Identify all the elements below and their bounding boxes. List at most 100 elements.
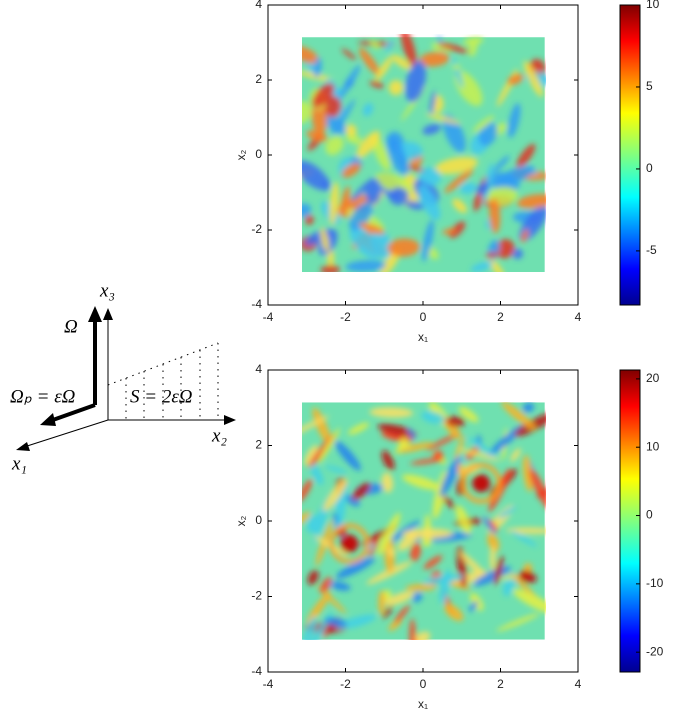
- field-blob: [302, 415, 330, 439]
- field-blob: [366, 561, 412, 585]
- field-blob: [374, 56, 393, 82]
- field-blob: [369, 80, 385, 89]
- field-blob: [424, 532, 473, 543]
- field-blob: [419, 167, 441, 186]
- shear-profile: [107, 342, 219, 420]
- field-blob: [455, 505, 472, 535]
- field-blob: [384, 591, 415, 606]
- field-blob: [487, 533, 500, 552]
- x-tick-label: 2: [497, 677, 504, 691]
- colorbar: [619, 369, 641, 673]
- field-blob: [518, 570, 537, 584]
- field-blob: [330, 581, 351, 591]
- field-blob: [324, 114, 346, 135]
- field-blob: [317, 586, 347, 614]
- field-blob: [517, 194, 546, 209]
- field-blob: [313, 57, 322, 78]
- field-blob: [496, 165, 535, 186]
- field-blob: [382, 605, 393, 619]
- field-blob: [325, 617, 347, 627]
- label-x3: x₃: [99, 280, 115, 301]
- field-blob: [485, 252, 499, 258]
- field: [302, 34, 546, 272]
- field-blob: [325, 465, 348, 474]
- field-blob: [495, 239, 515, 259]
- field-blob: [510, 448, 521, 462]
- field-blob: [523, 563, 533, 573]
- field-blob: [433, 450, 444, 462]
- colorbar-tick-label: -20: [646, 644, 664, 658]
- field-blob: [302, 101, 312, 124]
- field-blob: [310, 462, 324, 486]
- field-blob: [306, 130, 328, 142]
- field-blob: [320, 577, 332, 594]
- field-blob: [407, 428, 416, 440]
- field-blob: [459, 551, 491, 582]
- field-blob: [320, 227, 330, 253]
- y-tick-label: -2: [251, 222, 262, 236]
- field-blob: [387, 547, 396, 557]
- colorbar-tick-label: -5: [646, 243, 657, 257]
- field-blob: [459, 182, 477, 194]
- field-blob: [388, 187, 409, 206]
- field-blob: [507, 103, 521, 139]
- x-axis-label: x₁: [418, 697, 428, 711]
- arrow-head: [88, 306, 102, 322]
- colorbar-tick-label: 20: [646, 371, 660, 385]
- axis-x1: [23, 419, 109, 448]
- field-blob: [529, 468, 546, 510]
- y-tick-label: 4: [255, 0, 262, 11]
- x-tick-label: -4: [263, 310, 274, 324]
- field-blob: [302, 46, 319, 64]
- x-tick-label: 4: [575, 677, 582, 691]
- field-blob: [470, 261, 493, 272]
- field-blob: [438, 42, 470, 53]
- field-blob: [391, 54, 412, 70]
- field-blob: [302, 478, 313, 503]
- field-blob: [386, 134, 408, 175]
- field-blob: [421, 411, 446, 424]
- field-blob: [388, 80, 404, 96]
- field-blob: [522, 402, 535, 413]
- field-blob: [323, 95, 342, 118]
- label-omega: Ω: [64, 316, 78, 337]
- field-blob: [351, 482, 371, 501]
- colorbar-tick-label: 10: [646, 439, 660, 453]
- field-blob: [496, 613, 540, 632]
- field-blob: [302, 511, 311, 526]
- field-blob: [501, 402, 536, 430]
- y-axis-label: x₂: [234, 149, 248, 160]
- y-tick-label: 4: [255, 362, 262, 376]
- field-blob: [378, 590, 385, 616]
- label-x1: x₁: [11, 453, 27, 474]
- field-blob: [341, 48, 357, 60]
- field-blob: [351, 181, 369, 202]
- field-blob: [409, 618, 416, 640]
- field-blob: [385, 39, 394, 52]
- field-blob: [359, 222, 385, 235]
- field-blob: [334, 440, 361, 471]
- field-blob: [449, 221, 466, 239]
- vortex-ring: [329, 523, 370, 564]
- y-tick-label: -4: [251, 297, 262, 311]
- field-blob: [456, 447, 501, 462]
- x-tick-label: -2: [340, 677, 351, 691]
- field-blob: [381, 450, 395, 471]
- field-blob: [422, 124, 441, 135]
- arrow-head: [16, 442, 30, 451]
- field-blob: [337, 614, 377, 630]
- x-tick-label: 4: [575, 310, 582, 324]
- y-tick-label: -4: [251, 664, 262, 678]
- field-blob: [347, 422, 370, 435]
- field-blob: [444, 168, 474, 194]
- field-blob: [356, 130, 381, 158]
- field-blob: [345, 260, 387, 272]
- field-blob: [362, 103, 374, 117]
- field-blob: [493, 155, 510, 173]
- field-blob: [458, 406, 479, 423]
- field-blob: [423, 555, 443, 570]
- arrow-head: [103, 308, 113, 320]
- field-blob: [476, 182, 489, 196]
